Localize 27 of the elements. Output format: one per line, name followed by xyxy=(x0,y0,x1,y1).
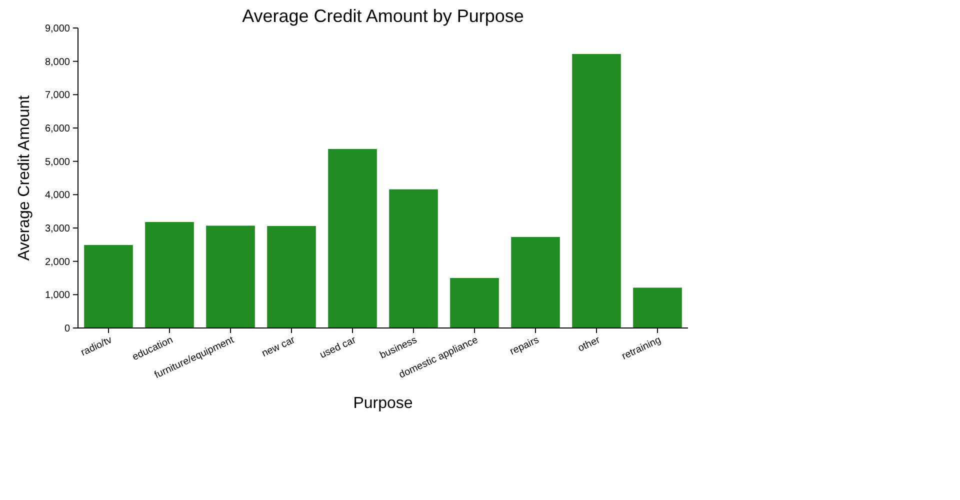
bar xyxy=(267,226,316,328)
bar xyxy=(572,54,621,328)
bar xyxy=(145,222,194,328)
y-tick-label: 1,000 xyxy=(44,290,70,302)
y-tick-label: 6,000 xyxy=(44,124,70,134)
bar xyxy=(511,237,560,328)
bar xyxy=(633,288,682,328)
chart-title: Average Credit Amount by Purpose xyxy=(242,6,524,26)
y-tick-label: 2,000 xyxy=(44,256,70,268)
x-tick-label: repairs xyxy=(508,334,541,358)
y-tick-label: 7,000 xyxy=(44,90,70,102)
x-tick-label: used car xyxy=(318,334,358,361)
x-axis-title: Purpose xyxy=(353,395,413,412)
x-tick-label: other xyxy=(576,334,602,354)
bar xyxy=(84,245,133,328)
bar xyxy=(206,226,255,328)
bar xyxy=(328,149,377,328)
bar xyxy=(450,278,499,328)
y-tick-label: 3,000 xyxy=(44,224,70,234)
bar xyxy=(389,189,438,328)
y-tick-label: 5,000 xyxy=(44,156,70,168)
x-tick-label: new car xyxy=(260,334,298,360)
y-tick-label: 8,000 xyxy=(44,56,70,68)
y-axis-title: Average Credit Amount xyxy=(16,94,33,261)
y-tick-label: 9,000 xyxy=(44,24,70,34)
y-tick-label: 4,000 xyxy=(44,190,70,202)
y-tick-label: 0 xyxy=(64,324,70,334)
